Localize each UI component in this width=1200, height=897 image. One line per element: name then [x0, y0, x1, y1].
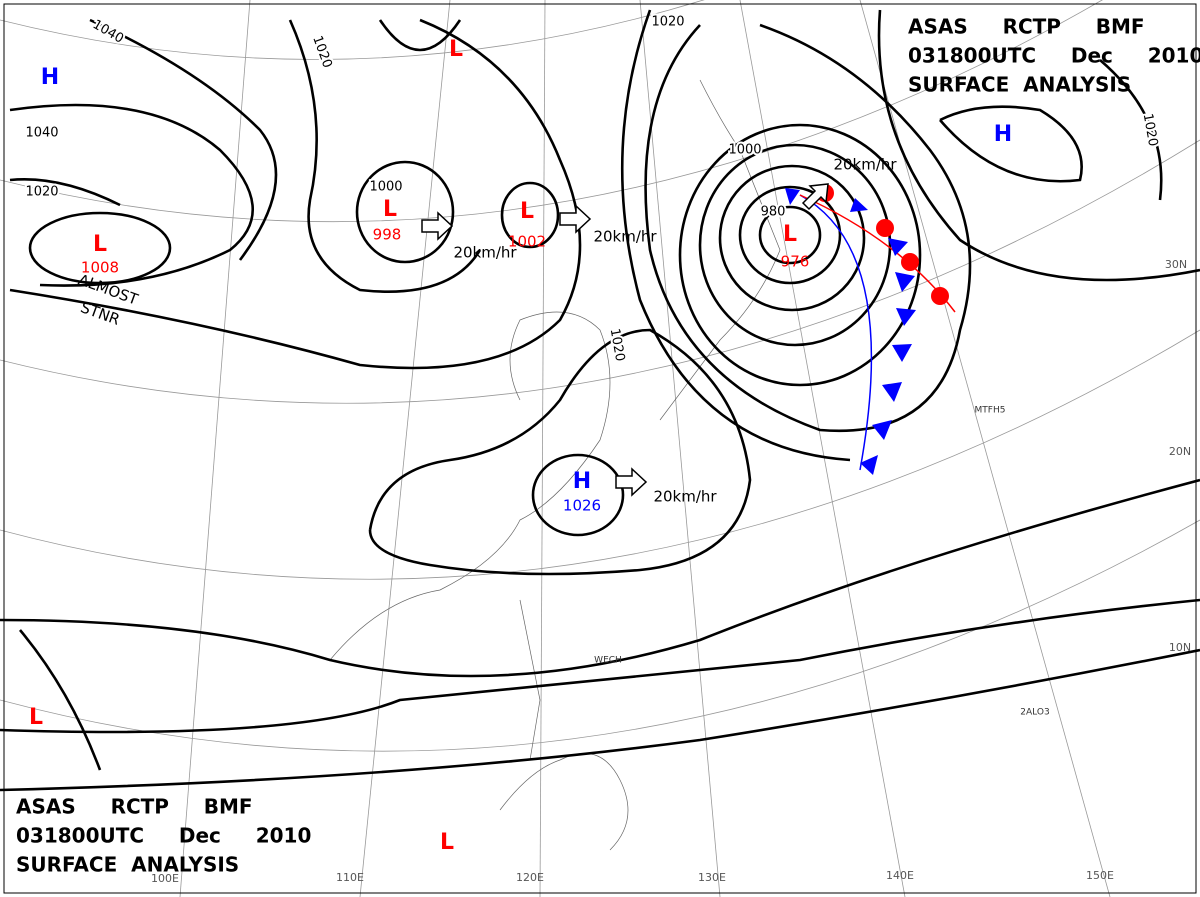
front-triangle [785, 188, 800, 205]
pressure-center: L [520, 199, 534, 224]
front-semicircle [901, 253, 919, 271]
front-triangle [888, 238, 908, 256]
movement-arrows [421, 183, 829, 497]
pressure-value: 1002 [508, 233, 546, 251]
isobar-label: 1000 [728, 143, 761, 158]
pressure-value: 1026 [563, 497, 601, 515]
pressure-center: L [383, 197, 397, 222]
pressure-center: H [573, 469, 591, 494]
latitude-label: 20N [1169, 445, 1191, 458]
station-id: WECH [594, 656, 622, 666]
front-triangle [860, 455, 878, 475]
front-triangle [850, 198, 868, 212]
front-triangle [872, 420, 892, 440]
longitude-label: 130E [698, 871, 726, 884]
movement-speed: 20km/hr [833, 156, 897, 174]
header-text: ASAS RCTP BMF [908, 15, 1145, 39]
front-triangle [895, 272, 915, 292]
header-text: 031800UTC Dec 2010 [908, 44, 1200, 68]
frame [3, 3, 1197, 894]
station-id: 2ALO3 [1020, 708, 1049, 718]
cold-front [799, 194, 873, 471]
front-triangle [892, 344, 912, 362]
header-text: ASAS RCTP BMF [16, 795, 253, 819]
isobars [0, 9, 1200, 792]
front-semicircle [876, 219, 894, 237]
pressure-center: L [449, 37, 463, 62]
pressure-center: L [93, 232, 107, 257]
front-triangle [896, 308, 916, 326]
station-id: MTFH5 [975, 406, 1006, 416]
movement-speed: 20km/hr [453, 244, 517, 262]
longitude-label: 110E [336, 871, 364, 884]
isobar-label: 1040 [25, 126, 58, 141]
header-text: 031800UTC Dec 2010 [16, 824, 311, 848]
coastlines [329, 79, 781, 851]
pressure-center: L [440, 830, 454, 855]
pressure-value: 1008 [81, 259, 119, 277]
isobar-label: 1020 [651, 15, 684, 30]
pressure-value: 998 [373, 226, 402, 244]
movement-speed: 20km/hr [593, 228, 657, 246]
longitude-label: 100E [151, 872, 179, 885]
pressure-center: L [783, 222, 797, 247]
isobar-label: 1020 [25, 185, 58, 200]
pressure-center: H [994, 122, 1012, 147]
longitude-label: 140E [886, 869, 914, 882]
pressure-center: L [29, 705, 43, 730]
fronts [785, 184, 956, 475]
isobar-label: 1000 [369, 180, 402, 195]
latitude-label: 30N [1165, 258, 1187, 271]
longitude-label: 150E [1086, 869, 1114, 882]
latitude-label: 10N [1169, 641, 1191, 654]
movement-speed: 20km/hr [653, 488, 717, 506]
pressure-value: 976 [781, 253, 810, 271]
front-triangle [882, 382, 902, 402]
longitude-label: 120E [516, 871, 544, 884]
header-text: SURFACE ANALYSIS [908, 73, 1131, 97]
header-text: SURFACE ANALYSIS [16, 853, 239, 877]
front-semicircle [931, 287, 949, 305]
isobar-label: 980 [761, 205, 786, 220]
pressure-center: H [41, 65, 59, 90]
